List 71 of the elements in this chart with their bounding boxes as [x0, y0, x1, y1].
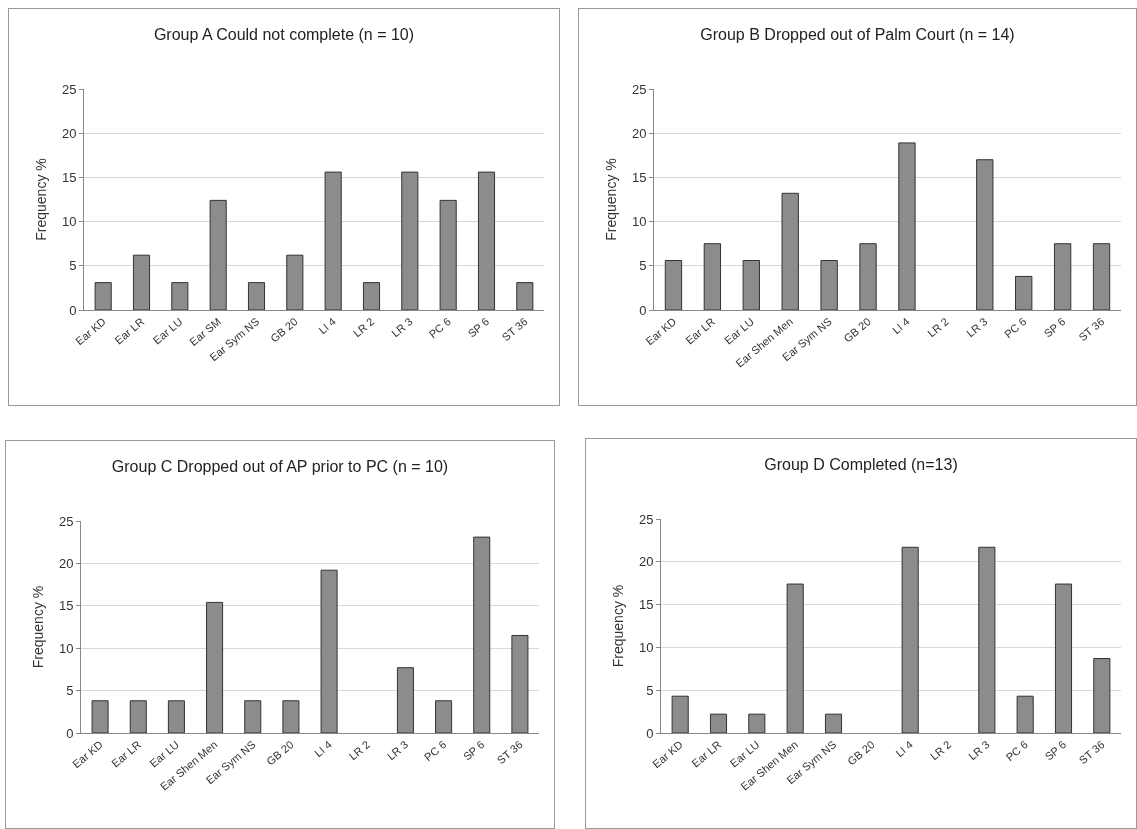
x-tick-label: ST 36: [494, 738, 525, 767]
chart-title: Group A Could not complete (n = 10): [153, 26, 415, 43]
x-tick-label: LR 2: [925, 315, 951, 340]
y-tick-label: 15: [58, 598, 74, 614]
x-tick-label: SP 6: [1041, 315, 1068, 340]
x-tick-label: Ear LR: [109, 738, 144, 770]
y-axis-title: Frequency %: [610, 584, 626, 668]
x-tick-label: LR 2: [346, 738, 373, 763]
x-tick-label: LI 4: [893, 738, 915, 760]
y-tick-label: 5: [69, 258, 77, 274]
x-tick-label: Ear LU: [150, 315, 185, 347]
y-tick-label: 5: [66, 683, 74, 699]
x-tick-label: ST 36: [499, 315, 530, 344]
y-tick-label: 10: [58, 640, 74, 656]
y-tick-label: 5: [639, 258, 647, 274]
x-tick-label: Ear LR: [112, 315, 147, 347]
y-tick-label: 25: [58, 513, 74, 529]
x-tick-label: SP 6: [1042, 738, 1069, 763]
x-tick-label: LI 4: [890, 315, 912, 337]
y-axis-title: Frequency %: [30, 585, 46, 669]
x-tick-label: LR 2: [350, 315, 377, 340]
x-tick-label: SP 6: [460, 738, 487, 763]
y-tick-label: 0: [646, 725, 654, 741]
y-axis-title: Frequency %: [603, 158, 619, 241]
x-tick-label: PC 6: [1002, 315, 1029, 341]
y-tick-label: 20: [61, 125, 77, 141]
x-tick-label: Ear LR: [689, 738, 724, 770]
y-tick-label: 20: [58, 555, 74, 571]
y-tick-label: 20: [631, 125, 647, 141]
x-tick-label: Ear LU: [727, 738, 762, 770]
y-tick-label: 15: [61, 169, 77, 185]
y-tick-label: 0: [66, 725, 74, 741]
x-tick-label: Ear KD: [643, 315, 679, 348]
x-tick-label: LR 2: [927, 738, 954, 763]
y-tick-label: 25: [631, 81, 647, 97]
y-tick-label: 10: [61, 214, 77, 230]
x-tick-label: PC 6: [1003, 738, 1030, 764]
x-tick-label: LR 3: [384, 738, 411, 763]
y-tick-label: 25: [638, 511, 654, 527]
x-tick-label: ST 36: [1076, 738, 1107, 767]
chart-title: Group C Dropped out of AP prior to PC (n = 10): [111, 457, 449, 475]
x-tick-label: LR 3: [389, 315, 415, 340]
x-tick-label: GB 20: [268, 315, 300, 345]
x-tick-label: Ear KD: [650, 738, 686, 771]
x-tick-label: LI 4: [316, 315, 338, 337]
x-tick-label: Ear LR: [683, 315, 718, 347]
x-tick-label: GB 20: [841, 315, 873, 345]
y-tick-label: 15: [631, 169, 647, 185]
y-tick-label: 10: [631, 214, 647, 230]
y-tick-label: 25: [61, 81, 77, 97]
y-tick-label: 20: [638, 554, 654, 570]
y-tick-label: 10: [638, 639, 654, 655]
x-tick-label: LR 3: [966, 738, 992, 763]
chart-title: Group D Completed (n=13): [764, 455, 958, 473]
y-tick-label: 0: [69, 302, 77, 318]
chart-title: Group B Dropped out of Palm Court (n = 14): [700, 26, 1015, 43]
x-tick-label: PC 6: [426, 315, 453, 341]
x-tick-label: PC 6: [421, 738, 449, 764]
y-tick-label: 0: [639, 302, 647, 318]
x-tick-label: LI 4: [312, 738, 334, 760]
x-tick-label: LR 3: [964, 315, 990, 340]
x-tick-label: Ear KD: [70, 738, 105, 771]
y-tick-label: 5: [646, 682, 654, 698]
x-tick-label: Ear LU: [722, 315, 757, 347]
x-tick-label: GB 20: [845, 738, 877, 768]
y-axis-title: Frequency %: [33, 158, 49, 241]
x-tick-label: ST 36: [1076, 315, 1107, 344]
x-tick-label: GB 20: [264, 738, 296, 768]
y-tick-label: 15: [638, 597, 654, 613]
x-tick-label: Ear KD: [73, 315, 109, 348]
x-tick-label: SP 6: [465, 315, 492, 340]
